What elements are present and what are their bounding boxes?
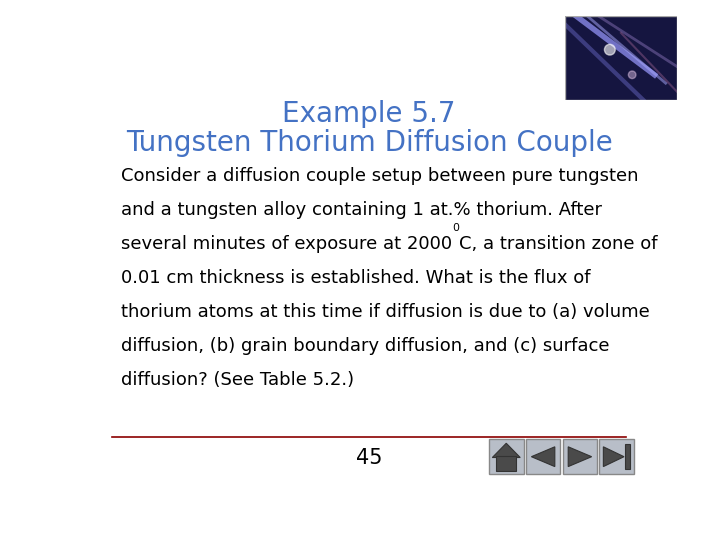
Text: and a tungsten alloy containing 1 at.% thorium. After: and a tungsten alloy containing 1 at.% t… (121, 201, 602, 219)
Text: thorium atoms at this time if diffusion is due to (a) volume: thorium atoms at this time if diffusion … (121, 303, 649, 321)
Text: diffusion, (b) grain boundary diffusion, and (c) surface: diffusion, (b) grain boundary diffusion,… (121, 337, 609, 355)
Polygon shape (603, 447, 624, 467)
FancyBboxPatch shape (489, 439, 523, 474)
Polygon shape (492, 443, 521, 457)
Text: several minutes of exposure at 2000: several minutes of exposure at 2000 (121, 235, 452, 253)
Point (604, 45, 616, 54)
Text: C, a transition zone of: C, a transition zone of (459, 235, 657, 253)
FancyBboxPatch shape (624, 444, 629, 469)
FancyBboxPatch shape (496, 456, 516, 471)
Text: 45: 45 (356, 448, 382, 468)
FancyBboxPatch shape (600, 439, 634, 474)
Text: diffusion? (See Table 5.2.): diffusion? (See Table 5.2.) (121, 371, 354, 389)
Point (626, 70, 638, 79)
Polygon shape (531, 447, 555, 467)
Text: Tungsten Thorium Diffusion Couple: Tungsten Thorium Diffusion Couple (125, 129, 613, 157)
Text: Example 5.7: Example 5.7 (282, 100, 456, 128)
FancyBboxPatch shape (526, 439, 560, 474)
Text: 0: 0 (452, 223, 459, 233)
Polygon shape (568, 447, 592, 467)
Text: 0.01 cm thickness is established. What is the flux of: 0.01 cm thickness is established. What i… (121, 269, 590, 287)
FancyBboxPatch shape (562, 439, 597, 474)
Text: Consider a diffusion couple setup between pure tungsten: Consider a diffusion couple setup betwee… (121, 167, 638, 185)
